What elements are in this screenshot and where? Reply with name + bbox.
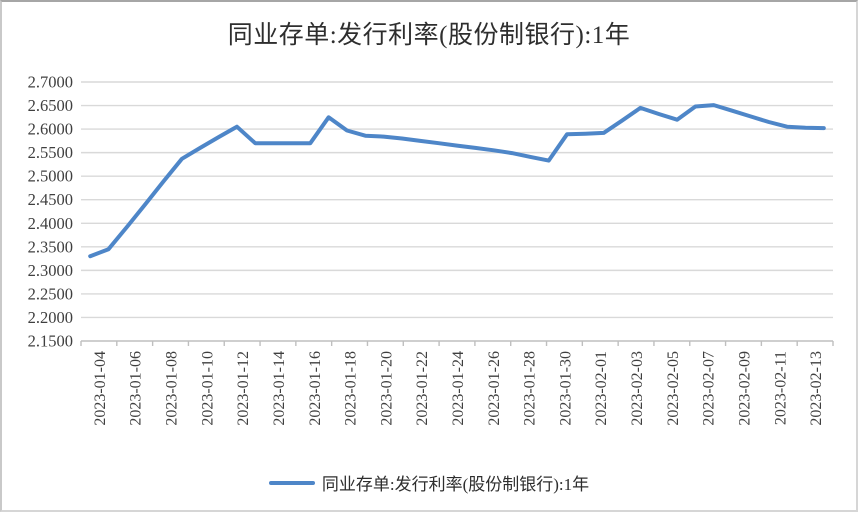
x-axis-tick-label: 2023-01-04 <box>92 351 109 426</box>
x-axis-tick-label: 2023-01-10 <box>199 351 216 426</box>
y-axis-tick-label: 2.3000 <box>28 261 73 280</box>
y-axis-tick-label: 2.2500 <box>28 284 73 303</box>
series-line <box>88 103 826 259</box>
x-axis-tick-label: 2023-01-06 <box>128 351 145 426</box>
legend-series-label: 同业存单:发行利率(股份制银行):1年 <box>321 475 590 494</box>
y-axis-tick-label: 2.6000 <box>28 120 73 139</box>
x-axis-tick-label: 2023-01-22 <box>414 351 431 426</box>
legend-line-swatch <box>268 480 315 485</box>
plot-area: 2.7000 2.6500 2.6000 2.5500 2.5000 2.4500 2.40… <box>28 73 834 426</box>
x-axis-tick-label: 2023-01-16 <box>307 351 324 426</box>
x-axis-tick-label: 2023-02-07 <box>701 351 718 426</box>
x-axis-tick-label: 2023-02-13 <box>808 351 825 426</box>
x-axis-tick-label: 2023-01-20 <box>378 351 395 426</box>
x-axis-tick-label: 2023-02-09 <box>736 351 753 426</box>
x-axis-tick-label: 2023-01-30 <box>557 351 574 426</box>
x-axis-tick-label: 2023-02-05 <box>665 351 682 426</box>
x-axis-tick-label: 2023-02-11 <box>772 351 789 425</box>
x-axis-tick-label: 2023-02-03 <box>629 351 646 426</box>
x-axis-tick-label: 2023-01-28 <box>522 351 539 426</box>
x-axis-tick-label: 2023-01-12 <box>235 351 252 426</box>
y-axis-tick-label: 2.3500 <box>28 237 73 256</box>
y-axis-tick-label: 2.2000 <box>28 308 73 327</box>
x-axis-tick-label: 2023-01-26 <box>486 351 503 426</box>
y-axis-tick-label: 2.4000 <box>28 214 73 233</box>
x-axis-tick-label: 2023-01-14 <box>271 351 288 426</box>
chart-title: 同业存单:发行利率(股份制银行):1年 <box>227 22 631 49</box>
y-axis-tick-label: 2.5500 <box>28 143 73 162</box>
x-axis-tick-label: 2023-01-18 <box>343 351 360 426</box>
y-axis-tick-label: 2.7000 <box>28 73 73 92</box>
y-axis-tick-label: 2.5000 <box>28 167 73 186</box>
x-axis-tick-label: 2023-01-24 <box>450 351 467 426</box>
y-axis-tick-label: 2.1500 <box>28 332 73 351</box>
x-axis-tick-label: 2023-02-01 <box>593 351 610 426</box>
y-axis-tick-label: 2.6500 <box>28 96 73 115</box>
y-axis-tick-label: 2.4500 <box>28 190 73 209</box>
legend: 同业存单:发行利率(股份制银行):1年 <box>2 470 856 495</box>
x-axis-tick-label: 2023-01-08 <box>164 351 181 426</box>
